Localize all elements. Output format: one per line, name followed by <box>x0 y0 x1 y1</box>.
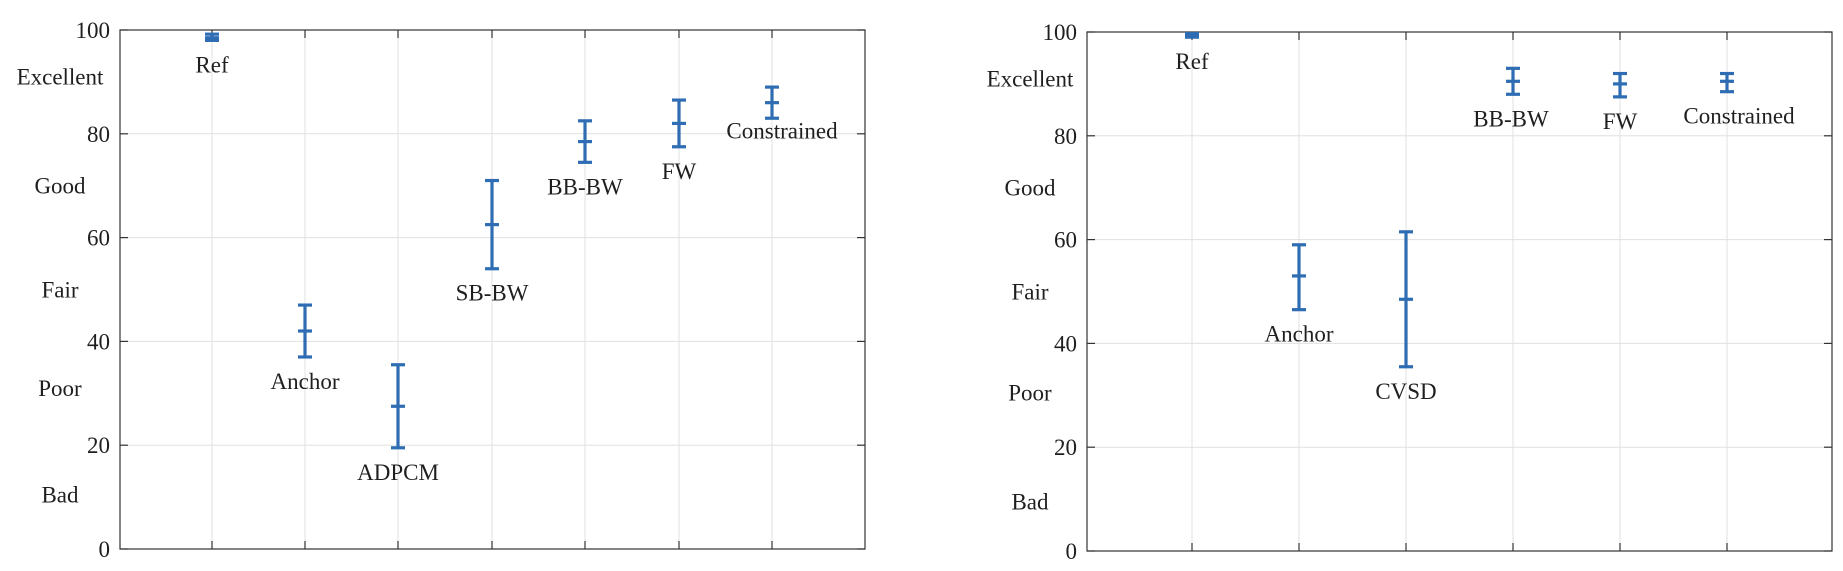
errorbar-constrained: Constrained <box>1683 71 1795 129</box>
errorbar-anchor: Anchor <box>1265 243 1334 347</box>
y-tick-label: 0 <box>1066 539 1078 564</box>
condition-label-ref: Ref <box>195 52 229 77</box>
errorbar-cvsd: CVSD <box>1375 230 1437 404</box>
errorbar-sb-bw: SB-BW <box>456 178 529 306</box>
y-tick-label: 40 <box>1054 331 1077 356</box>
condition-label-bb-bw: BB-BW <box>1473 106 1549 131</box>
condition-label-adpcm: ADPCM <box>357 460 439 485</box>
y-tick-label: 60 <box>87 226 110 251</box>
errorbar-ref: Ref <box>195 32 229 77</box>
errorbar-fw: FW <box>1603 71 1638 134</box>
y-tick-label: 60 <box>1054 228 1077 253</box>
quality-label-fair: Fair <box>41 278 78 303</box>
condition-label-constrained: Constrained <box>726 119 838 144</box>
y-tick-label: 40 <box>87 329 110 354</box>
errorbar-constrained: Constrained <box>726 85 838 144</box>
quality-label-good: Good <box>34 174 86 199</box>
condition-label-fw: FW <box>1603 109 1638 134</box>
errorbar-anchor: Anchor <box>271 303 340 394</box>
left-chart-panel: 0 20 40 60 80 100 Excellent Good Fair Poor Bad Ref A… <box>17 18 866 562</box>
quality-label-poor: Poor <box>38 376 82 401</box>
quality-label-excellent: Excellent <box>987 67 1074 92</box>
condition-label-constrained: Constrained <box>1683 104 1795 129</box>
condition-label-fw: FW <box>662 159 697 184</box>
quality-label-good: Good <box>1004 176 1056 201</box>
y-tick-label: 20 <box>87 433 110 458</box>
quality-label-bad: Bad <box>1011 490 1049 515</box>
errorbar-bb-bw: BB-BW <box>547 119 623 199</box>
plot-area-frame <box>1086 31 1833 552</box>
y-tick-label: 80 <box>1054 124 1077 149</box>
condition-label-ref: Ref <box>1175 49 1209 74</box>
y-tick-label: 100 <box>1043 20 1078 45</box>
quality-label-poor: Poor <box>1008 381 1052 406</box>
quality-label-bad: Bad <box>41 483 79 508</box>
quality-label-fair: Fair <box>1011 280 1048 305</box>
y-tick-label: 0 <box>99 537 111 562</box>
y-tick-label: 80 <box>87 122 110 147</box>
condition-label-sb-bw: SB-BW <box>456 281 529 306</box>
condition-label-anchor: Anchor <box>1265 322 1334 347</box>
condition-label-anchor: Anchor <box>271 369 340 394</box>
y-tick-label: 100 <box>76 18 111 43</box>
errorbar-bb-bw: BB-BW <box>1473 66 1549 131</box>
right-chart-panel: 0 20 40 60 80 100 Excellent Good Fair Poor Bad Ref A… <box>987 20 1833 564</box>
y-tick-label: 20 <box>1054 435 1077 460</box>
condition-label-cvsd: CVSD <box>1375 379 1436 404</box>
errorbar-fw: FW <box>662 98 697 184</box>
errorbar-adpcm: ADPCM <box>357 363 439 485</box>
errorbar-ref: Ref <box>1175 31 1209 74</box>
condition-label-bb-bw: BB-BW <box>547 174 623 199</box>
quality-label-excellent: Excellent <box>17 65 104 90</box>
